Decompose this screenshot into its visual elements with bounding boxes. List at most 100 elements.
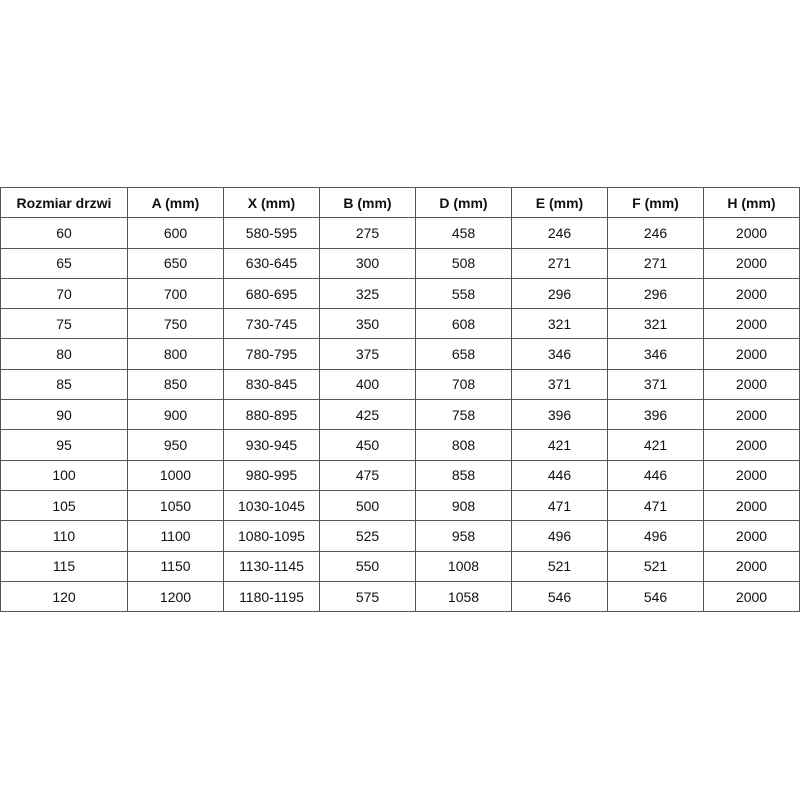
table-row: 70 700 680-695 325 558 296 296 2000 — [0, 277, 800, 310]
table-cell: 600 — [127, 217, 224, 249]
table-cell: 700 — [127, 277, 224, 310]
table-cell: 296 — [511, 277, 608, 310]
table-cell: 421 — [511, 429, 608, 461]
table-cell: 958 — [415, 520, 512, 552]
table-row: 65 650 630-645 300 508 271 271 2000 — [0, 247, 800, 279]
table-cell: 95 — [0, 429, 128, 461]
table-cell: 575 — [319, 580, 416, 613]
table-row: 95 950 930-945 450 808 421 421 2000 — [0, 429, 800, 461]
table-cell: 446 — [511, 459, 608, 491]
column-header: B (mm) — [319, 186, 416, 219]
table-cell: 730-745 — [223, 308, 320, 340]
column-header: E (mm) — [511, 186, 608, 219]
table-cell: 521 — [511, 550, 608, 582]
table-cell: 980-995 — [223, 459, 320, 491]
table-cell: 2000 — [703, 368, 800, 401]
table-cell: 100 — [0, 459, 128, 491]
table-cell: 750 — [127, 308, 224, 340]
table-cell: 2000 — [703, 550, 800, 582]
table-cell: 371 — [607, 368, 704, 401]
table-row: 80 800 780-795 375 658 346 346 2000 — [0, 338, 800, 370]
table-cell: 350 — [319, 308, 416, 340]
table-cell: 630-645 — [223, 247, 320, 279]
table-cell: 300 — [319, 247, 416, 279]
table-cell: 2000 — [703, 308, 800, 340]
table-cell: 930-945 — [223, 429, 320, 461]
table-cell: 1180-1195 — [223, 580, 320, 613]
table-cell: 2000 — [703, 217, 800, 249]
table-cell: 346 — [607, 338, 704, 370]
table-cell: 246 — [511, 217, 608, 249]
table-cell: 1000 — [127, 459, 224, 491]
table-row: 120 1200 1180-1195 575 1058 546 546 2000 — [0, 580, 800, 613]
table-cell: 858 — [415, 459, 512, 491]
table-cell: 296 — [607, 277, 704, 310]
table-cell: 275 — [319, 217, 416, 249]
table-row: 85 850 830-845 400 708 371 371 2000 — [0, 368, 800, 401]
table-cell: 375 — [319, 338, 416, 370]
table-cell: 75 — [0, 308, 128, 340]
table-cell: 446 — [607, 459, 704, 491]
table-cell: 321 — [511, 308, 608, 340]
table-cell: 475 — [319, 459, 416, 491]
header-row: Rozmiar drzwi A (mm) X (mm) B (mm) D (mm) E (… — [0, 186, 800, 219]
table-cell: 60 — [0, 217, 128, 249]
table-cell: 546 — [511, 580, 608, 613]
table-cell: 650 — [127, 247, 224, 279]
column-header: X (mm) — [223, 186, 320, 219]
table-cell: 496 — [607, 520, 704, 552]
table-cell: 830-845 — [223, 368, 320, 401]
table-cell: 2000 — [703, 247, 800, 279]
column-header: Rozmiar drzwi — [0, 186, 128, 219]
table-cell: 1030-1045 — [223, 489, 320, 522]
table-cell: 85 — [0, 368, 128, 401]
table-cell: 1008 — [415, 550, 512, 582]
column-header: D (mm) — [415, 186, 512, 219]
table-cell: 850 — [127, 368, 224, 401]
table-cell: 496 — [511, 520, 608, 552]
table-cell: 458 — [415, 217, 512, 249]
table-cell: 1058 — [415, 580, 512, 613]
table-cell: 115 — [0, 550, 128, 582]
table-cell: 658 — [415, 338, 512, 370]
table-cell: 1100 — [127, 520, 224, 552]
table-cell: 421 — [607, 429, 704, 461]
table-cell: 2000 — [703, 277, 800, 310]
table-cell: 471 — [511, 489, 608, 522]
dimensions-table: Rozmiar drzwi A (mm) X (mm) B (mm) D (mm) E (… — [0, 186, 800, 613]
table-cell: 550 — [319, 550, 416, 582]
table-cell: 80 — [0, 338, 128, 370]
table-cell: 546 — [607, 580, 704, 613]
table-cell: 1050 — [127, 489, 224, 522]
table-cell: 2000 — [703, 459, 800, 491]
table-row: 100 1000 980-995 475 858 446 446 2000 — [0, 459, 800, 491]
column-header: F (mm) — [607, 186, 704, 219]
table-cell: 110 — [0, 520, 128, 552]
column-header: A (mm) — [127, 186, 224, 219]
table-cell: 1080-1095 — [223, 520, 320, 552]
table-cell: 808 — [415, 429, 512, 461]
table-cell: 371 — [511, 368, 608, 401]
table-cell: 2000 — [703, 580, 800, 613]
table-cell: 396 — [607, 399, 704, 431]
table-cell: 321 — [607, 308, 704, 340]
table-cell: 708 — [415, 368, 512, 401]
table-cell: 450 — [319, 429, 416, 461]
table-cell: 1200 — [127, 580, 224, 613]
table-cell: 900 — [127, 399, 224, 431]
table-cell: 2000 — [703, 520, 800, 552]
table-cell: 396 — [511, 399, 608, 431]
table-cell: 70 — [0, 277, 128, 310]
table-cell: 758 — [415, 399, 512, 431]
column-header: H (mm) — [703, 186, 800, 219]
table-cell: 346 — [511, 338, 608, 370]
table-cell: 2000 — [703, 399, 800, 431]
table-row: 75 750 730-745 350 608 321 321 2000 — [0, 308, 800, 340]
table-cell: 500 — [319, 489, 416, 522]
table-cell: 521 — [607, 550, 704, 582]
table-cell: 425 — [319, 399, 416, 431]
table-cell: 780-795 — [223, 338, 320, 370]
table-cell: 800 — [127, 338, 224, 370]
table-cell: 580-595 — [223, 217, 320, 249]
table-cell: 2000 — [703, 489, 800, 522]
